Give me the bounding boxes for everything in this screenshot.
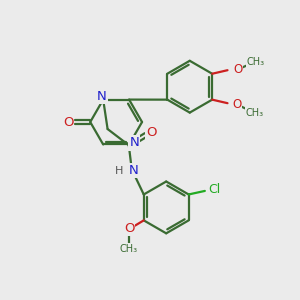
Text: O: O	[124, 222, 134, 235]
Text: CH₃: CH₃	[246, 57, 265, 67]
Text: N: N	[130, 136, 139, 149]
Text: Cl: Cl	[208, 183, 220, 196]
Text: O: O	[232, 98, 242, 111]
Text: O: O	[233, 63, 242, 76]
Text: O: O	[146, 126, 157, 139]
Text: CH₃: CH₃	[245, 108, 264, 118]
Text: O: O	[63, 116, 74, 128]
Text: CH₃: CH₃	[120, 244, 138, 254]
Text: N: N	[129, 164, 139, 177]
Text: H: H	[115, 166, 124, 176]
Text: N: N	[97, 90, 106, 103]
